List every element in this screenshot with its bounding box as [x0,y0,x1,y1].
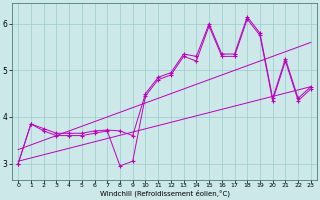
X-axis label: Windchill (Refroidissement éolien,°C): Windchill (Refroidissement éolien,°C) [100,190,229,197]
